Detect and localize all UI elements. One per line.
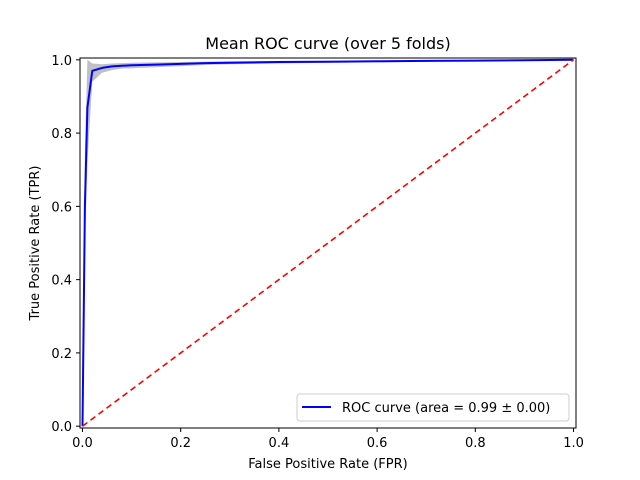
chance-diagonal-line bbox=[82, 59, 574, 427]
legend-label-roc: ROC curve (area = 0.99 ± 0.00) bbox=[342, 401, 550, 416]
y-tick-label: 0.6 bbox=[51, 200, 72, 215]
y-tick-label: 0.2 bbox=[51, 347, 72, 362]
y-tick-label: 1.0 bbox=[51, 54, 72, 69]
x-tick-label: 0.4 bbox=[269, 436, 290, 451]
legend-box bbox=[296, 393, 570, 422]
y-tick-label: 0.0 bbox=[51, 420, 72, 435]
x-tick-label: 1.0 bbox=[563, 436, 584, 451]
x-tick-label: 0.8 bbox=[465, 436, 486, 451]
plot-frame bbox=[79, 57, 577, 429]
y-tick-label: 0.8 bbox=[51, 127, 72, 142]
axis-ticks: 0.0 0.2 0.4 0.6 0.8 1.0 0.0 0.2 0.4 0.6 0.8 1.0 bbox=[51, 54, 584, 451]
x-tick-label: 0.2 bbox=[170, 436, 191, 451]
y-axis-label: True Positive Rate (TPR) bbox=[28, 166, 43, 322]
legend: ROC curve (area = 0.99 ± 0.00) bbox=[296, 393, 570, 422]
y-tick-label: 0.4 bbox=[51, 274, 72, 289]
x-tick-label: 0.6 bbox=[367, 436, 388, 451]
plot-area bbox=[81, 58, 574, 427]
chart-title: Mean ROC curve (over 5 folds) bbox=[205, 34, 450, 53]
roc-curve-line bbox=[81, 58, 574, 427]
x-axis-label: False Positive Rate (FPR) bbox=[248, 457, 407, 472]
x-tick-label: 0.0 bbox=[72, 436, 93, 451]
